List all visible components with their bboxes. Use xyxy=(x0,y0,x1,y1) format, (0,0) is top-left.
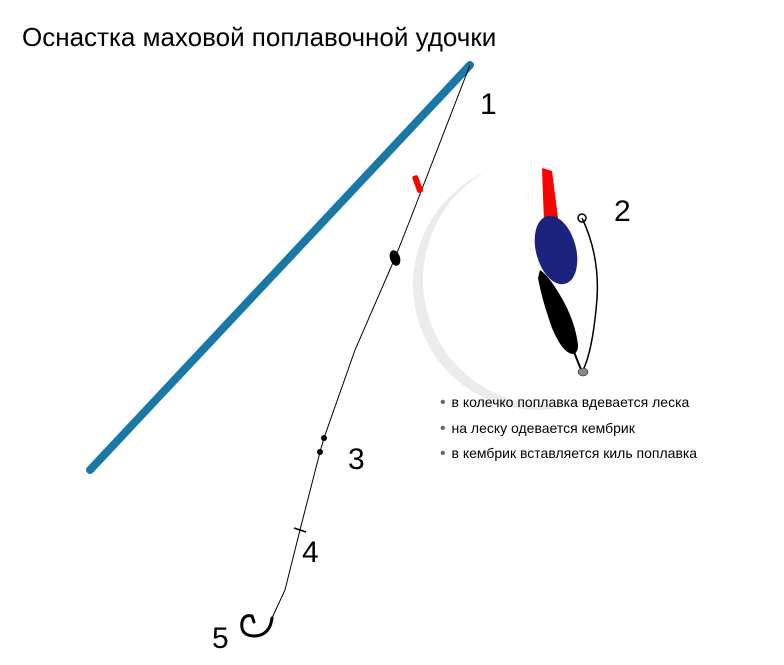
fishing-rig-diagram xyxy=(0,0,784,665)
page-title: Оснастка маховой поплавочной удочки xyxy=(22,22,496,53)
bullet-item: • в кембрик вставляется киль поплавка xyxy=(440,441,697,467)
bullet-text: в колечко поплавка вдевается леска xyxy=(452,394,690,410)
small-float-body xyxy=(388,249,402,267)
fishing-rod xyxy=(90,65,470,470)
label-4: 4 xyxy=(302,536,319,570)
bullet-text: в кембрик вставляется киль поплавка xyxy=(452,445,698,461)
sinker-2 xyxy=(317,449,323,455)
label-5: 5 xyxy=(212,622,229,656)
small-float-top xyxy=(412,175,424,194)
bullet-item: • на леску одевается кембрик xyxy=(440,416,697,442)
label-3: 3 xyxy=(348,443,365,477)
bullet-text: на леску одевается кембрик xyxy=(452,420,635,436)
sinker-1 xyxy=(321,435,327,441)
label-2: 2 xyxy=(614,195,631,229)
label-1: 1 xyxy=(480,88,497,122)
bullet-item: • в колечко поплавка вдевается леска xyxy=(440,390,697,416)
hook-icon xyxy=(242,616,272,636)
instructions-list: • в колечко поплавка вдевается леска • н… xyxy=(440,390,697,467)
